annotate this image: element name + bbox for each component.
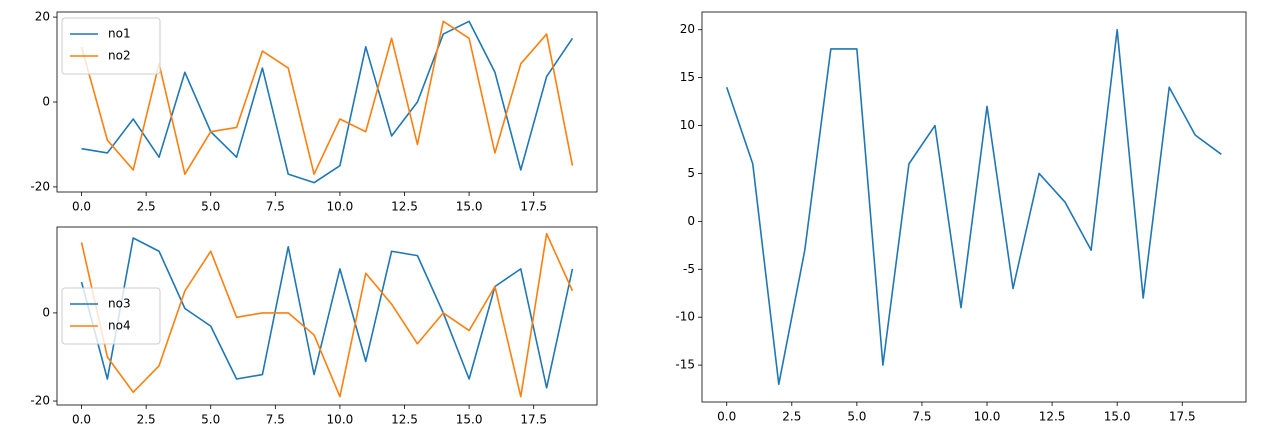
x-tick-label: 7.5	[912, 410, 931, 424]
line	[725, 28, 1222, 386]
x-tick-label: 17.5	[520, 200, 547, 214]
x-tick-label: 2.5	[137, 200, 156, 214]
y-tick-label: -15	[675, 358, 695, 372]
line	[80, 237, 574, 389]
y-tick-label: 20	[680, 22, 695, 36]
legend-label: no1	[108, 27, 131, 41]
axes-frame	[701, 11, 1247, 403]
x-tick-label: 5.0	[201, 413, 220, 427]
x-tick-label: 0.0	[72, 413, 91, 427]
x-tick-label: 17.5	[1169, 410, 1196, 424]
line	[81, 20, 574, 184]
legend: no1 no2	[61, 17, 161, 75]
legend-frame	[61, 287, 161, 345]
y-tick-label: -20	[30, 394, 50, 408]
y-tick-label: -5	[683, 262, 695, 276]
x-tick-label: 5.0	[847, 410, 866, 424]
x-tick-label: 2.5	[782, 410, 801, 424]
line	[80, 232, 574, 398]
y-tick-label: 0	[42, 305, 50, 319]
legend: no3 no4	[61, 287, 161, 345]
x-tick-label: 2.5	[137, 413, 156, 427]
legend-frame	[61, 17, 161, 75]
line	[80, 20, 574, 175]
x-tick-label: 15.0	[1104, 410, 1131, 424]
legend-label: no4	[108, 319, 131, 333]
x-tick-label: 12.5	[391, 200, 418, 214]
y-tick-label: 5	[687, 166, 695, 180]
x-tick-label: 10.0	[327, 413, 354, 427]
axes-frame	[56, 226, 598, 406]
x-tick-label: 10.0	[974, 410, 1001, 424]
x-tick-label: 12.5	[1039, 410, 1066, 424]
x-tick-label: 7.5	[266, 200, 285, 214]
x-tick-label: 12.5	[391, 413, 418, 427]
x-tick-label: 0.0	[72, 200, 91, 214]
x-tick-label: 15.0	[456, 200, 483, 214]
y-tick-label: 10	[680, 118, 695, 132]
axes-frame	[56, 11, 598, 193]
y-tick-label: -10	[675, 310, 695, 324]
legend-label: no2	[108, 49, 131, 63]
y-tick-label: 20	[35, 10, 50, 24]
y-tick-label: -20	[30, 179, 50, 193]
x-tick-label: 15.0	[456, 413, 483, 427]
subplot: 0.0 2.5 5.0 7.5 10.0 12.5 15.0 17.5 -15 -10 -5 0 5 10…	[675, 11, 1247, 424]
x-tick-label: 7.5	[266, 413, 285, 427]
x-tick-label: 10.0	[327, 200, 354, 214]
x-tick-label: 17.5	[520, 413, 547, 427]
y-tick-label: 15	[680, 70, 695, 84]
subplot: 0.0 2.5 5.0 7.5 10.0 12.5 15.0 17.5 -20 0 20 no1 no2	[30, 10, 598, 214]
y-tick-label: 0	[42, 95, 50, 109]
subplot: 0.0 2.5 5.0 7.5 10.0 12.5 15.0 17.5 -20 0 no3 no4	[30, 226, 598, 427]
x-tick-label: 5.0	[201, 200, 220, 214]
legend-label: no3	[108, 297, 131, 311]
x-tick-label: 0.0	[717, 410, 736, 424]
y-tick-label: 0	[687, 214, 695, 228]
